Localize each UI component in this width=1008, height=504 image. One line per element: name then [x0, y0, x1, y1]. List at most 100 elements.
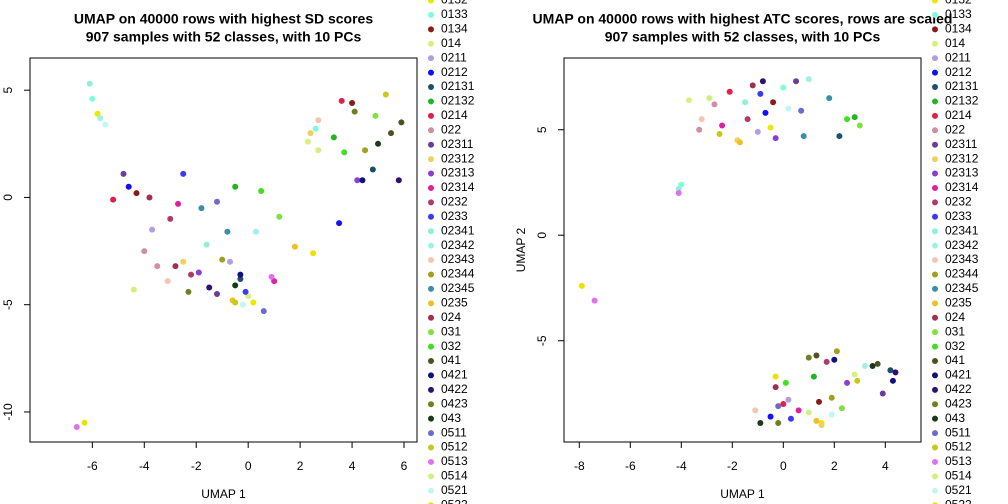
legend-marker: [428, 372, 434, 379]
point: [578, 282, 585, 289]
x-tick-label: 0: [780, 459, 787, 473]
x-tick-label: -4: [676, 459, 687, 473]
point: [762, 109, 769, 116]
legend-marker: [428, 55, 434, 62]
legend-label: 02131: [945, 79, 979, 93]
legend-marker: [932, 84, 938, 91]
legend-label: 0133: [945, 7, 972, 21]
legend-label: 0522: [945, 497, 972, 504]
legend-label: 0212: [441, 65, 468, 79]
point: [258, 188, 265, 195]
x-tick-label: 0: [245, 459, 252, 473]
point: [133, 190, 140, 197]
legend-marker: [932, 314, 938, 321]
plot-box: [29, 57, 418, 443]
point: [237, 271, 244, 278]
point: [372, 112, 379, 119]
legend-label: 02341: [441, 223, 475, 237]
legend-label: 0514: [945, 469, 972, 483]
point: [268, 273, 275, 280]
point: [892, 369, 899, 376]
legend-marker: [428, 156, 434, 163]
legend-marker: [932, 228, 938, 235]
point: [232, 282, 239, 289]
point: [338, 97, 345, 104]
legend-label: 0511: [441, 425, 467, 439]
point: [224, 228, 231, 235]
x-tick-label: -2: [727, 459, 738, 473]
legend-marker: [428, 84, 434, 91]
point: [382, 91, 389, 98]
y-tick-label: 0: [1, 194, 15, 201]
legend-marker: [428, 98, 434, 105]
y-tick-label: -10: [1, 403, 15, 421]
point: [315, 147, 322, 154]
legend-marker: [428, 0, 434, 4]
point: [861, 363, 868, 370]
point: [698, 116, 705, 123]
point: [838, 405, 845, 412]
point: [146, 194, 153, 201]
legend-label: 0513: [441, 454, 468, 468]
legend-label: 0233: [441, 209, 468, 223]
legend-marker: [428, 127, 434, 134]
legend-label: 032: [441, 339, 461, 353]
point: [242, 288, 249, 295]
legend-marker: [932, 98, 938, 105]
x-axis-label: UMAP 1: [201, 487, 246, 501]
x-tick-label: -6: [87, 459, 98, 473]
chart-subtitle: 907 samples with 52 classes, with 10 PCs: [605, 29, 881, 45]
point: [195, 269, 202, 276]
point: [754, 128, 761, 135]
point: [787, 415, 794, 422]
legend-label: 043: [441, 411, 461, 425]
legend-label: 02313: [441, 166, 475, 180]
point: [772, 384, 779, 391]
legend-label: 0521: [945, 483, 972, 497]
legend-marker: [428, 213, 434, 220]
point: [854, 377, 861, 384]
point: [175, 200, 182, 207]
legend-label: 043: [945, 411, 965, 425]
point: [73, 423, 80, 430]
point: [164, 278, 171, 285]
chart-title: UMAP on 40000 rows with highest SD score…: [74, 11, 373, 27]
point: [398, 119, 405, 126]
legend-marker: [428, 228, 434, 235]
point: [767, 413, 774, 420]
legend-label: 02343: [441, 252, 475, 266]
legend-label: 02314: [945, 180, 979, 194]
point: [810, 373, 817, 380]
point: [772, 135, 779, 142]
legend-label: 0134: [441, 22, 468, 36]
legend-label: 0235: [441, 295, 468, 309]
x-tick-label: -2: [191, 459, 202, 473]
point: [291, 243, 298, 250]
point: [805, 354, 812, 361]
legend-marker: [932, 329, 938, 336]
legend-label: 0514: [441, 469, 468, 483]
legend-marker: [932, 156, 938, 163]
legend-label: 02345: [945, 281, 979, 295]
legend-marker: [932, 372, 938, 379]
point: [315, 117, 322, 124]
legend-label: 0214: [945, 108, 972, 122]
legend-label: 0513: [945, 454, 972, 468]
legend-label: 0233: [945, 209, 972, 223]
point: [307, 130, 314, 137]
legend-label: 0423: [945, 396, 972, 410]
point: [744, 116, 751, 123]
legend-marker: [932, 242, 938, 249]
legend-marker: [428, 271, 434, 278]
point: [844, 379, 851, 386]
point: [844, 116, 851, 123]
y-tick-label: 5: [535, 126, 549, 133]
point: [86, 80, 93, 87]
legend-marker: [932, 55, 938, 62]
point: [167, 215, 174, 222]
point: [185, 288, 192, 295]
legend-marker: [932, 343, 938, 350]
legend-marker: [932, 487, 938, 494]
point: [816, 398, 822, 405]
legend-label: 0422: [945, 382, 972, 396]
